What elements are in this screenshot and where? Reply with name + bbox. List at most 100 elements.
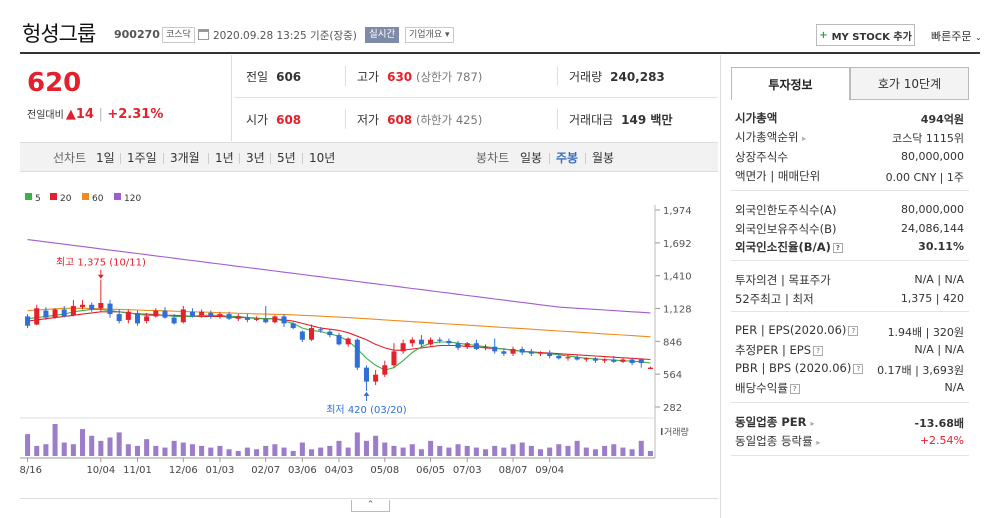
volume-label: 거래량 [664, 426, 689, 438]
volume-bar [290, 450, 296, 456]
period-1d[interactable]: 1일 [96, 151, 115, 165]
annotation-low: 최저 420 (03/20) [326, 404, 407, 416]
candle-daily[interactable]: 일봉 [520, 151, 543, 165]
candle-body [299, 331, 305, 340]
period-3y[interactable]: 3년 [246, 151, 265, 165]
quote-datetime: 2020.09.28 13:25 기준(장중) [213, 30, 357, 42]
cap-rank-label[interactable]: 시가총액순위 ▸ [735, 129, 806, 145]
volume-bar [483, 449, 489, 456]
candle-body [107, 303, 113, 315]
tab-invest-info[interactable]: 투자정보 [731, 67, 850, 100]
volume-bar [70, 444, 76, 456]
y-tick-label: 846 [663, 337, 682, 348]
period-10y[interactable]: 10년 [309, 151, 336, 165]
tab-orderbook[interactable]: 호가 10단계 [850, 67, 969, 100]
ma120-line [27, 239, 651, 314]
foreign-limit-value: 80,000,000 [901, 203, 964, 216]
volume-bar [602, 445, 608, 456]
period-5y[interactable]: 5년 [277, 151, 296, 165]
amount-label: 거래대금 [569, 113, 614, 127]
dividend-value: N/A [944, 381, 964, 394]
candle-body [363, 367, 369, 382]
candle-body [61, 309, 67, 317]
face-value-label: 액면가 | 매매단위 [735, 169, 821, 183]
divider [585, 153, 586, 164]
candle-body [244, 317, 250, 320]
listed-shares-value: 80,000,000 [901, 150, 964, 163]
info-icon[interactable]: ? [848, 325, 859, 336]
candle-body [418, 339, 424, 345]
x-tick-label: 07/03 [453, 465, 482, 476]
candle-weekly[interactable]: 주봉 [556, 151, 579, 165]
change-label: 전일대비 [27, 110, 64, 121]
volume-bar [437, 445, 443, 456]
period-3m[interactable]: 3개월 [170, 151, 200, 165]
info-icon[interactable]: ? [789, 383, 800, 394]
legend-swatch [114, 193, 121, 200]
volume-bar [528, 445, 534, 456]
candle-body [528, 351, 534, 354]
candle-body [473, 343, 479, 350]
candle-body [537, 352, 544, 354]
foreign-ratio-text: 외국인소진율(B/A) [735, 240, 831, 254]
x-tick-label: 04/03 [325, 465, 354, 476]
info-icon[interactable]: ? [853, 363, 864, 374]
company-overview-dropdown[interactable]: 기업개요 ▾ [405, 27, 454, 43]
price-chart[interactable]: 1,974 1,692 1,410 1,128 846 564 282 5 20 60 120 거래량… [20, 176, 718, 482]
low-label: 저가 [357, 113, 380, 127]
info-icon[interactable]: ? [813, 345, 824, 356]
candle-body [611, 359, 617, 362]
volume-bar [510, 444, 516, 456]
chevron-down-icon: ⌄ [974, 33, 982, 42]
volume-bar [501, 447, 507, 456]
volume-bar [98, 440, 104, 456]
y-tick-label: 1,410 [663, 272, 692, 283]
add-mystock-button[interactable]: + MY STOCK 추가 [816, 24, 915, 46]
candle-body [116, 314, 122, 322]
candle-body [602, 359, 608, 361]
candle-body [125, 311, 131, 320]
market-cap-label: 시가총액 [735, 111, 778, 125]
volume-bar [537, 449, 544, 456]
realtime-badge[interactable]: 실시간 [365, 27, 400, 43]
volume-bar [217, 445, 223, 456]
volume-bar [180, 442, 186, 456]
volume-bar [208, 447, 214, 456]
candle-body [281, 316, 287, 324]
price-change: 전일대비 ▲14 | +2.31% [27, 106, 163, 122]
candle-body [52, 309, 58, 318]
candle-body [583, 358, 589, 360]
volume-bar [309, 449, 315, 456]
volume-bar [620, 447, 626, 456]
open-value: 608 [276, 113, 302, 127]
info-icon[interactable]: ? [832, 242, 843, 253]
candle-body [89, 304, 95, 310]
candle-body [409, 339, 415, 344]
est-per-label: 추정PER | EPS? [735, 342, 824, 358]
candle-body [263, 318, 269, 323]
volume-bar [592, 449, 598, 456]
per-label: PER | EPS(2020.06)? [735, 323, 859, 337]
chart-collapse-toggle[interactable]: ⌃ [351, 500, 390, 512]
cap-rank-value: 코스닥 1115위 [892, 132, 964, 145]
section-divider [731, 455, 969, 456]
candle-body [556, 356, 562, 359]
candle-body [519, 349, 525, 353]
chevron-right-icon: ▸ [810, 419, 815, 428]
period-1w[interactable]: 1주일 [127, 151, 157, 165]
legend-swatch [25, 193, 32, 200]
period-1y[interactable]: 1년 [215, 151, 234, 165]
candle-body [153, 310, 159, 317]
plus-icon: + [819, 29, 828, 41]
candle-monthly[interactable]: 월봉 [592, 151, 615, 165]
chart-bottom-divider [20, 498, 718, 499]
quick-order-button[interactable]: 빠른주문 ⌄ [931, 28, 982, 44]
amount-value: 149 백만 [621, 113, 673, 127]
volume-bar [199, 445, 205, 456]
industry-rate-label[interactable]: 동일업종 등락률 ▸ [735, 433, 820, 449]
candle-body [400, 343, 406, 352]
volume-bar [263, 445, 269, 456]
volume-bar [473, 447, 479, 456]
pbr-label: PBR | BPS (2020.06)? [735, 361, 864, 375]
industry-per-label[interactable]: 동일업종 PER ▸ [735, 414, 815, 430]
